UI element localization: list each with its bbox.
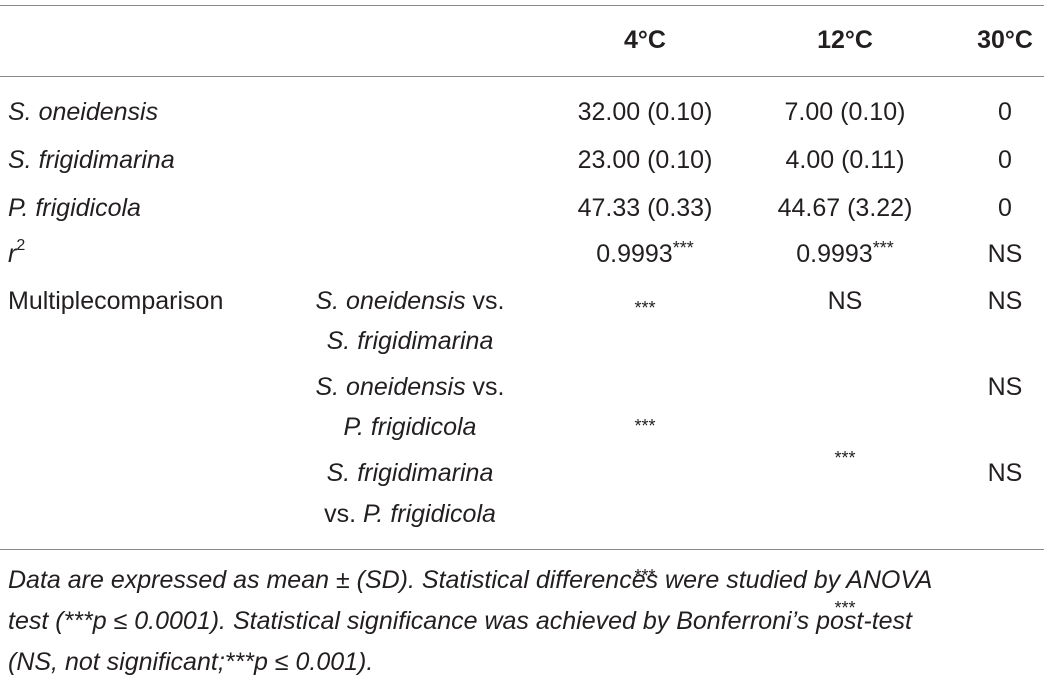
- comparison-2-vs: vs.: [472, 373, 505, 401]
- comparison-1-species-b: S. frigidimarina: [326, 327, 494, 355]
- comparison-1-vs: vs.: [472, 287, 505, 315]
- comparison-2-30c: NS: [987, 373, 1023, 401]
- table-footnote: Data are expressed as mean ± (SD). Stati…: [8, 560, 1044, 683]
- comparison-1-line1: S. oneidensis vs.: [290, 285, 530, 317]
- multiple-comparison-label: Multiplecomparison: [8, 287, 224, 315]
- cell-r1-12c: 7.00 (0.10): [784, 98, 906, 126]
- cell-r1-4c: 32.00 (0.10): [577, 98, 713, 126]
- row-label-p-frigidicola: P. frigidicola: [8, 194, 141, 222]
- header-12c: 12°C: [817, 26, 873, 54]
- footnote-line-3: (NS, not significant;***p ≤ 0.001).: [8, 648, 374, 676]
- table-top-rule: [0, 5, 1044, 6]
- r2-value-4c: 0.9993: [596, 240, 673, 268]
- comparison-1-4c: ***: [634, 298, 656, 318]
- comparison-1-30c: NS: [987, 287, 1023, 315]
- comparison-2-12c: ***: [834, 448, 856, 468]
- r2-stars-4c: ***: [672, 238, 694, 258]
- cell-r3-30c: 0: [998, 194, 1012, 222]
- cell-r4-30c: NS: [987, 240, 1023, 268]
- comparison-3-species-a: S. frigidimarina: [326, 459, 494, 487]
- comparison-3-12c: ***: [834, 598, 856, 618]
- comparison-1-12c: NS: [827, 287, 863, 315]
- comparison-3-4c: ***: [634, 566, 656, 586]
- cell-r2-30c: 0: [998, 146, 1012, 174]
- r-symbol: r: [8, 240, 17, 268]
- comparison-3-species-b: P. frigidicola: [362, 500, 496, 528]
- cell-r4-12c: 0.9993***: [755, 238, 935, 272]
- cell-r4-4c: 0.9993***: [555, 238, 735, 272]
- r2-value-12c: 0.9993: [796, 240, 873, 268]
- footnote-line-2: test (***p ≤ 0.0001). Statistical signif…: [8, 607, 912, 635]
- comparison-1-species-a: S. oneidensis: [315, 287, 466, 315]
- r-superscript: 2: [16, 237, 26, 254]
- comparison-2-species-b: P. frigidicola: [343, 413, 477, 441]
- footnote-line-1: Data are expressed as mean ± (SD). Stati…: [8, 566, 933, 594]
- comparison-2-line1: S. oneidensis vs.: [290, 371, 530, 403]
- comparison-3-vs: vs.: [324, 500, 357, 528]
- header-30c: 30°C: [977, 26, 1033, 54]
- header-bottom-rule: [0, 76, 1044, 77]
- row-label-s-oneidensis: S. oneidensis: [8, 98, 159, 126]
- comparison-3-line2: vs. P. frigidicola: [290, 498, 530, 530]
- row-label-s-frigidimarina: S. frigidimarina: [8, 146, 175, 174]
- cell-r1-30c: 0: [998, 98, 1012, 126]
- comparison-2-4c: ***: [634, 416, 656, 436]
- cell-r3-4c: 47.33 (0.33): [577, 194, 713, 222]
- cell-r3-12c: 44.67 (3.22): [777, 194, 913, 222]
- cell-r2-4c: 23.00 (0.10): [577, 146, 713, 174]
- table-bottom-rule: [0, 549, 1044, 550]
- r2-stars-12c: ***: [872, 238, 894, 258]
- row-label-r-squared: r2: [8, 238, 25, 270]
- comparison-2-species-a: S. oneidensis: [315, 373, 466, 401]
- comparison-3-30c: NS: [987, 459, 1023, 487]
- header-4c: 4°C: [624, 26, 666, 54]
- cell-r2-12c: 4.00 (0.11): [785, 146, 905, 174]
